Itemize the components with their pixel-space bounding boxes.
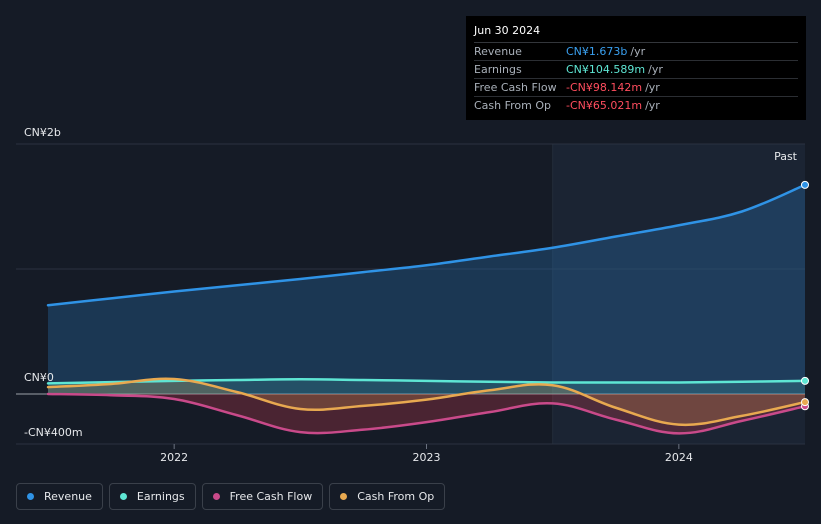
tooltip: Jun 30 2024 Revenue CN¥1.673b /yr Earnin… (466, 16, 806, 120)
tooltip-unit: /yr (648, 63, 663, 76)
x-tick-label: 2022 (160, 451, 188, 464)
tooltip-date: Jun 30 2024 (474, 24, 798, 43)
tooltip-unit: /yr (645, 81, 660, 94)
tooltip-row-free-cash-flow: Free Cash Flow -CN¥98.142m /yr (474, 79, 798, 97)
tooltip-label: Earnings (474, 63, 522, 76)
tooltip-label: Revenue (474, 45, 522, 58)
legend-label: Earnings (136, 490, 185, 503)
series-lines (46, 183, 805, 435)
legend-label: Cash From Op (357, 490, 435, 503)
earnings-endpoint (801, 376, 809, 385)
tooltip-row-revenue: Revenue CN¥1.673b /yr (474, 43, 798, 61)
legend-item-cash-from-op[interactable]: Cash From Op (329, 483, 446, 510)
cash-from-op-endpoint (801, 398, 809, 407)
tooltip-label: Cash From Op (474, 99, 552, 112)
tooltip-row-cash-from-op: Cash From Op -CN¥65.021m /yr (474, 97, 798, 114)
legend-item-revenue[interactable]: Revenue (16, 483, 103, 510)
tooltip-value: CN¥104.589m (566, 63, 646, 76)
legend-item-earnings[interactable]: Earnings (108, 483, 196, 510)
legend-dot-icon (340, 493, 348, 500)
grid (16, 143, 805, 445)
y-tick-label: CN¥0 (24, 371, 54, 384)
x-tick-label: 2024 (665, 451, 693, 464)
tooltip-value: -CN¥98.142m (566, 81, 643, 94)
legend-item-free-cash-flow[interactable]: Free Cash Flow (201, 483, 324, 510)
legend-label: Revenue (44, 490, 92, 503)
y-tick-label: -CN¥400m (24, 426, 83, 439)
free-cash-flow-line (46, 392, 805, 435)
legend-dot-icon (27, 493, 34, 500)
cash-from-op-line (46, 377, 805, 427)
free-cash-flow-area (48, 394, 805, 434)
past-label: Past (774, 150, 798, 163)
tooltip-value: CN¥1.673b (566, 45, 628, 58)
y-axis-ticks: CN¥2b CN¥0 -CN¥400m (24, 126, 83, 439)
tooltip-unit: /yr (630, 45, 646, 58)
x-axis-ticks: 2022 2023 2024 (160, 444, 693, 464)
revenue-line (46, 183, 805, 307)
tooltip-label: Free Cash Flow (474, 81, 557, 94)
legend: Revenue Earnings Free Cash Flow Cash Fro… (16, 483, 446, 512)
tooltip-unit: /yr (645, 99, 660, 112)
x-tick-label: 2023 (413, 451, 441, 464)
y-tick-label: CN¥2b (24, 126, 61, 139)
earnings-line (46, 377, 805, 385)
legend-dot-icon (119, 493, 127, 500)
tooltip-value: -CN¥65.021m (566, 99, 643, 112)
tooltip-row-earnings: Earnings CN¥104.589m /yr (474, 61, 798, 79)
series-endpoints (801, 180, 809, 411)
legend-dot-icon (212, 493, 220, 500)
revenue-endpoint (801, 180, 809, 189)
legend-label: Free Cash Flow (229, 490, 313, 503)
